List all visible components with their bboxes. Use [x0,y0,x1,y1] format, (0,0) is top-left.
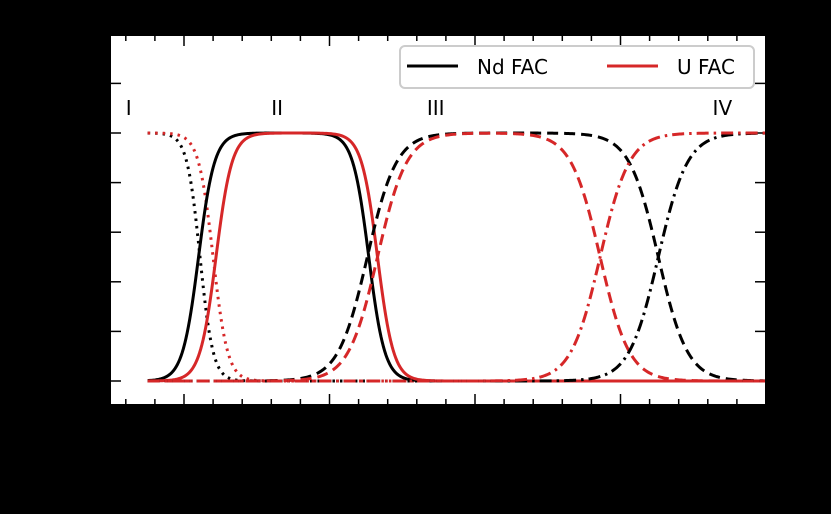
region-labels: I II III IV [126,96,733,120]
region-label: IV [713,96,733,120]
legend-box [399,45,755,89]
axis-ticks [111,36,765,404]
region-label: III [427,96,445,120]
curve-u-dashdot [147,131,765,383]
curve-u-solid [147,131,765,383]
legend-u-label: U FAC [677,55,735,79]
curves [147,131,766,383]
legend: Nd FAC U FAC [399,45,755,89]
region-label: II [271,96,283,120]
legend-nd-label: Nd FAC [477,55,548,79]
plot-area [111,36,765,404]
region-label: I [126,96,132,120]
